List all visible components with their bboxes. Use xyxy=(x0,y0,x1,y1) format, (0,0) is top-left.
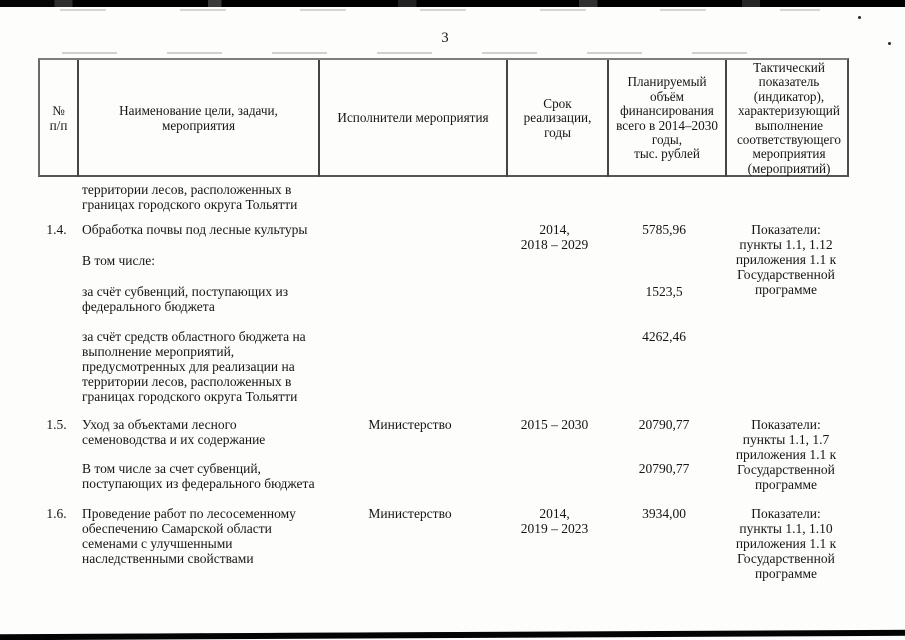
scan-artifact-dashed-line xyxy=(62,52,782,54)
column-header-indicator: Тактический показатель (индикатор), хара… xyxy=(725,60,851,178)
scan-artifact-bottom-band xyxy=(0,629,905,640)
table-header-row: № п/п Наименование цели, задачи, меропри… xyxy=(38,58,851,178)
row-number: 1.6. xyxy=(46,506,67,521)
row-amount: 3934,00 xyxy=(642,506,686,521)
row-term: 2015 – 2030 xyxy=(520,417,589,432)
scan-artifact-top-dashes xyxy=(60,9,820,11)
row-amount: 20790,77 xyxy=(638,461,690,476)
column-header-number: № п/п xyxy=(49,103,68,133)
page-number: 3 xyxy=(441,30,449,46)
row-amount: 1523,5 xyxy=(645,284,683,299)
row-executor: Министерство xyxy=(368,506,452,521)
row-name: территории лесов, расположенных в границ… xyxy=(82,182,298,212)
column-header-name: Наименование цели, задачи, мероприятия xyxy=(77,60,318,178)
row-indicator: Показатели: пункты 1.1, 1.10 приложения … xyxy=(735,506,837,581)
column-header-executor: Исполнители мероприятия xyxy=(318,60,506,178)
row-number: 1.4. xyxy=(46,222,67,237)
column-header-term: Срок реализации, годы xyxy=(506,60,607,178)
row-amount: 4262,46 xyxy=(642,329,686,344)
row-name: Обработка почвы под лесные культуры xyxy=(82,222,308,237)
row-name: В том числе: xyxy=(82,253,155,268)
row-amount: 5785,96 xyxy=(642,222,686,237)
row-executor: Министерство xyxy=(368,417,452,432)
column-header-amount: Планируемый объём финансирования всего в… xyxy=(607,60,725,178)
row-name: за счёт средств областного бюджета на вы… xyxy=(82,329,306,404)
row-term: 2014, 2018 – 2029 xyxy=(520,222,589,252)
row-name: за счёт субвенций, поступающих из федера… xyxy=(82,284,289,314)
row-indicator: Показатели: пункты 1.1, 1.7 приложения 1… xyxy=(735,417,837,492)
row-number: 1.5. xyxy=(46,417,67,432)
row-name: Уход за объектами лесного семеноводства … xyxy=(82,417,266,447)
row-name: Проведение работ по лесосеменному обеспе… xyxy=(82,506,296,566)
row-amount: 20790,77 xyxy=(638,417,690,432)
scan-speck xyxy=(888,42,891,45)
row-indicator: Показатели: пункты 1.1, 1.12 приложения … xyxy=(735,222,837,297)
scan-artifact-top-band xyxy=(0,0,905,7)
row-name: В том числе за счет субвенций, поступающ… xyxy=(82,461,315,491)
scan-speck xyxy=(858,16,861,19)
row-term: 2014, 2019 – 2023 xyxy=(520,506,589,536)
